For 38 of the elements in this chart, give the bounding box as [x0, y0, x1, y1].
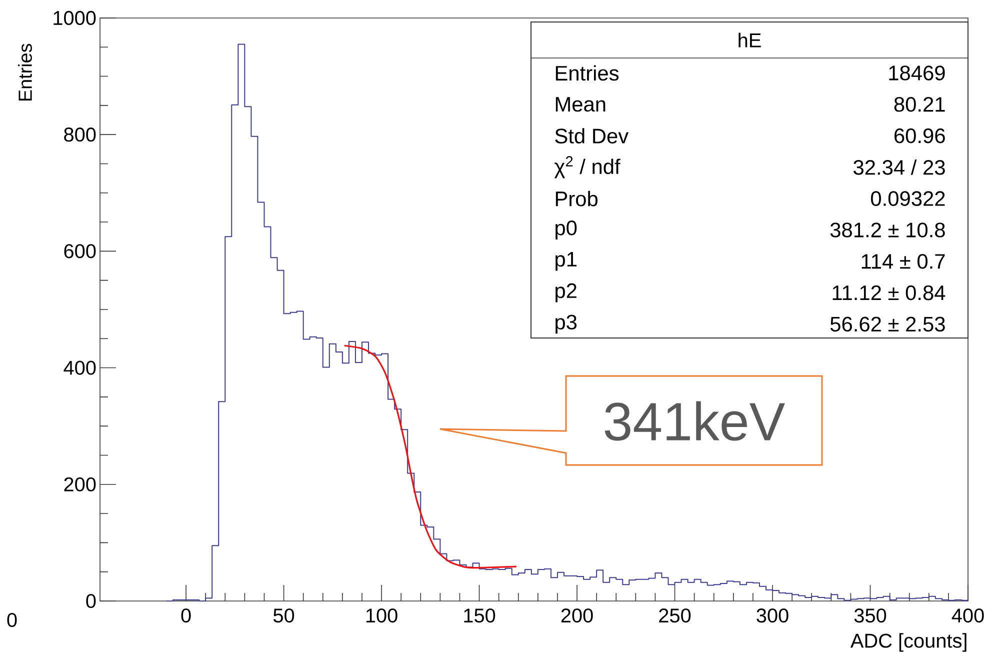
x-tick-label: 150 — [464, 608, 496, 623]
annotation: Prob — [556, 190, 598, 206]
x-tick-label: 250 — [659, 608, 691, 623]
annotation: Std Dev — [555, 128, 629, 144]
annotation: 32.34 / 23 — [854, 160, 945, 175]
y-tick-label: 200 — [64, 477, 96, 492]
x-tick-label: 300 — [756, 608, 788, 623]
y-axis-title: Entries — [18, 44, 32, 101]
x-tick-label: 100 — [366, 608, 398, 623]
annotation: 0.09322 — [870, 191, 945, 206]
x-axis-title: ADC [counts] — [850, 633, 966, 652]
annotation: 56.62 ± 2.53 — [830, 316, 945, 332]
x-tick-label: 0 — [181, 608, 191, 623]
x-tick-label: 400 — [952, 608, 984, 623]
annotation: 114 ± 0.7 — [862, 254, 945, 269]
annotation: 341keV — [604, 401, 785, 441]
x-tick-label: 350 — [854, 608, 886, 623]
y-tick-label: 800 — [64, 128, 96, 142]
y-tick-label: 0 — [86, 594, 96, 608]
annotation: p3 — [556, 314, 577, 334]
annotation: 11.12 ± 0.84 — [832, 285, 946, 300]
x-tick-label: 200 — [561, 608, 593, 623]
annotation: Entries — [556, 65, 619, 81]
x-tick-label: 50 — [273, 608, 294, 623]
annotation: hE — [738, 32, 761, 48]
annotation: p1 — [556, 252, 576, 271]
annotation: p2 — [556, 283, 576, 302]
line-series — [344, 344, 518, 569]
annotation: 60.96 — [894, 128, 945, 144]
y-tick-label: 400 — [64, 360, 96, 375]
annotation: 80.21 — [894, 96, 945, 112]
annotation: χ$^{2}$ / ndf — [554, 156, 620, 178]
y-tick-label: 600 — [64, 244, 96, 258]
annotation: 18469 — [889, 66, 945, 80]
annotation: p0 — [556, 220, 577, 240]
y-tick-label: 1000 — [54, 10, 96, 26]
annotation: Mean — [556, 97, 606, 112]
annotation: 381.2 ± 10.8 — [830, 222, 945, 238]
